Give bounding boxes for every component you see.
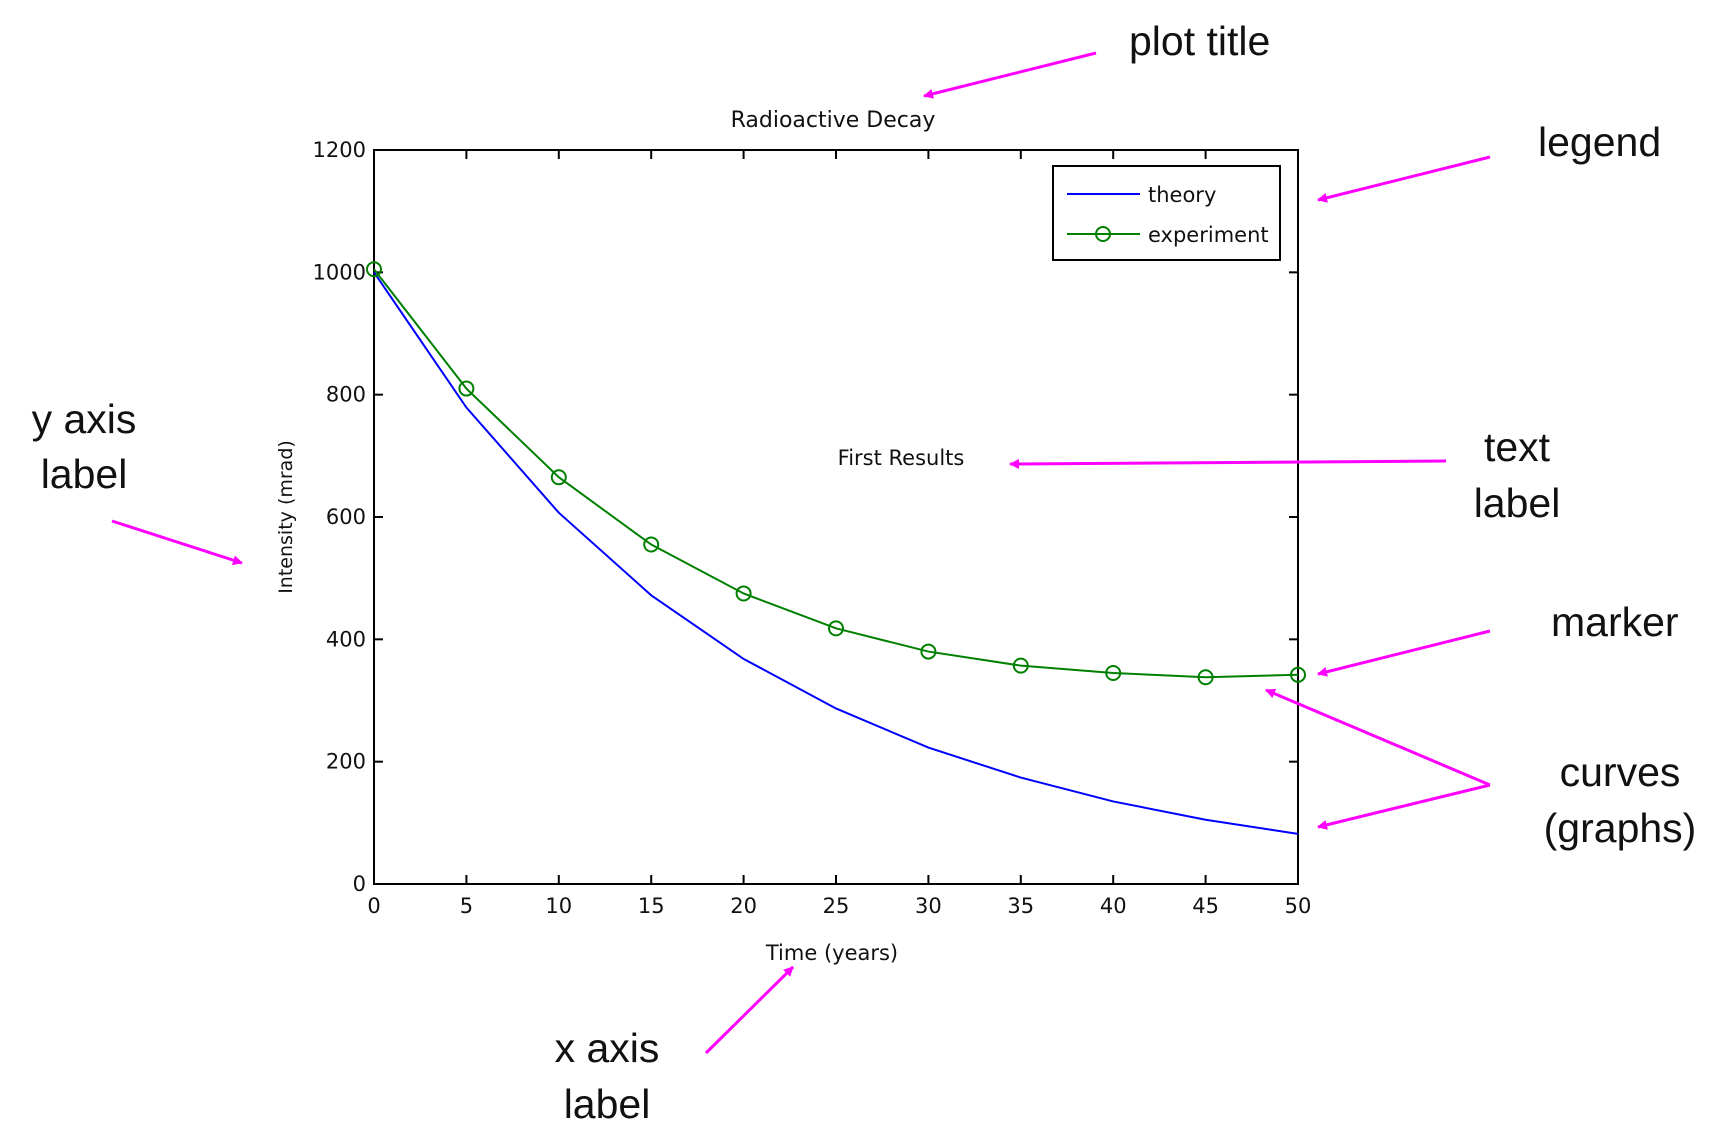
y-tick-label: 200	[326, 750, 366, 774]
callout-marker: marker	[1551, 599, 1679, 645]
x-tick-label: 45	[1192, 894, 1219, 918]
data-point-experiment	[366, 261, 382, 278]
data-point-experiment	[458, 380, 475, 397]
series-line-theory	[373, 271, 1299, 835]
y-tick-label: 600	[326, 505, 366, 529]
data-point-experiment	[1197, 669, 1214, 686]
data-point-experiment	[1012, 657, 1029, 674]
callout-text-label-line1: text	[1484, 424, 1551, 470]
first-results-annotation: First Results	[838, 446, 965, 470]
legend-experiment-label: experiment	[1148, 223, 1269, 247]
y-tick-label: 1200	[313, 138, 366, 162]
callout-curves-line2: (graphs)	[1544, 805, 1697, 851]
legend-experiment-marker	[1095, 226, 1111, 242]
y-tick-label: 1000	[313, 260, 366, 284]
x-tick-label: 10	[545, 894, 572, 918]
x-tick-label: 30	[915, 894, 942, 918]
data-point-experiment	[1290, 666, 1306, 683]
y-tick-label: 0	[353, 872, 366, 896]
x-axis-label-arrow	[704, 965, 795, 1055]
y-axis-ticks: 0 200 400 600 800 1000 1200	[313, 138, 1298, 896]
callout-y-axis-line2: label	[41, 451, 128, 497]
data-point-experiment	[828, 620, 844, 637]
plot-title: Radioactive Decay	[731, 108, 936, 133]
x-tick-label: 40	[1100, 894, 1127, 918]
legend-box	[1052, 165, 1281, 261]
y-tick-label: 800	[326, 383, 366, 407]
x-tick-label: 35	[1007, 894, 1034, 918]
text-label-arrow	[1009, 458, 1447, 469]
curves-arrow-upper	[1265, 688, 1491, 787]
callout-curves-line1: curves	[1560, 749, 1681, 795]
curves-arrow-lower	[1317, 783, 1491, 830]
data-point-experiment	[735, 585, 752, 602]
y-axis-label: Intensity (mrad)	[275, 440, 297, 594]
callout-arrows	[111, 51, 1491, 1055]
plot-title-arrow	[923, 51, 1097, 99]
legend-arrow	[1317, 155, 1491, 203]
x-tick-label: 50	[1285, 894, 1312, 918]
marker-arrow	[1317, 629, 1491, 677]
legend-theory-label: theory	[1148, 183, 1216, 207]
data-point-experiment	[643, 536, 660, 553]
callout-y-axis-line1: y axis	[32, 396, 137, 442]
series-line-experiment	[373, 268, 1299, 679]
x-tick-label: 5	[460, 894, 473, 918]
data-point-experiment	[920, 643, 937, 660]
legend: theory experiment	[1052, 165, 1281, 261]
x-tick-label: 0	[367, 894, 380, 918]
x-tick-label: 25	[823, 894, 850, 918]
data-point-experiment	[1105, 664, 1122, 681]
callout-x-axis-line1: x axis	[555, 1025, 660, 1071]
callout-text-label-line2: label	[1474, 480, 1561, 526]
series-layer	[366, 261, 1306, 835]
x-axis-label: Time (years)	[765, 941, 898, 965]
x-tick-label: 15	[638, 894, 665, 918]
y-tick-label: 400	[326, 627, 366, 651]
data-point-experiment	[550, 469, 567, 486]
x-tick-label: 20	[730, 894, 757, 918]
callout-legend: legend	[1538, 119, 1661, 165]
callout-x-axis-line2: label	[564, 1081, 651, 1127]
y-axis-label-arrow	[111, 519, 243, 565]
x-axis-ticks: 0 5 10 15 20 25 30 35 40 45 50	[367, 150, 1311, 918]
callout-plot-title: plot title	[1129, 18, 1270, 64]
